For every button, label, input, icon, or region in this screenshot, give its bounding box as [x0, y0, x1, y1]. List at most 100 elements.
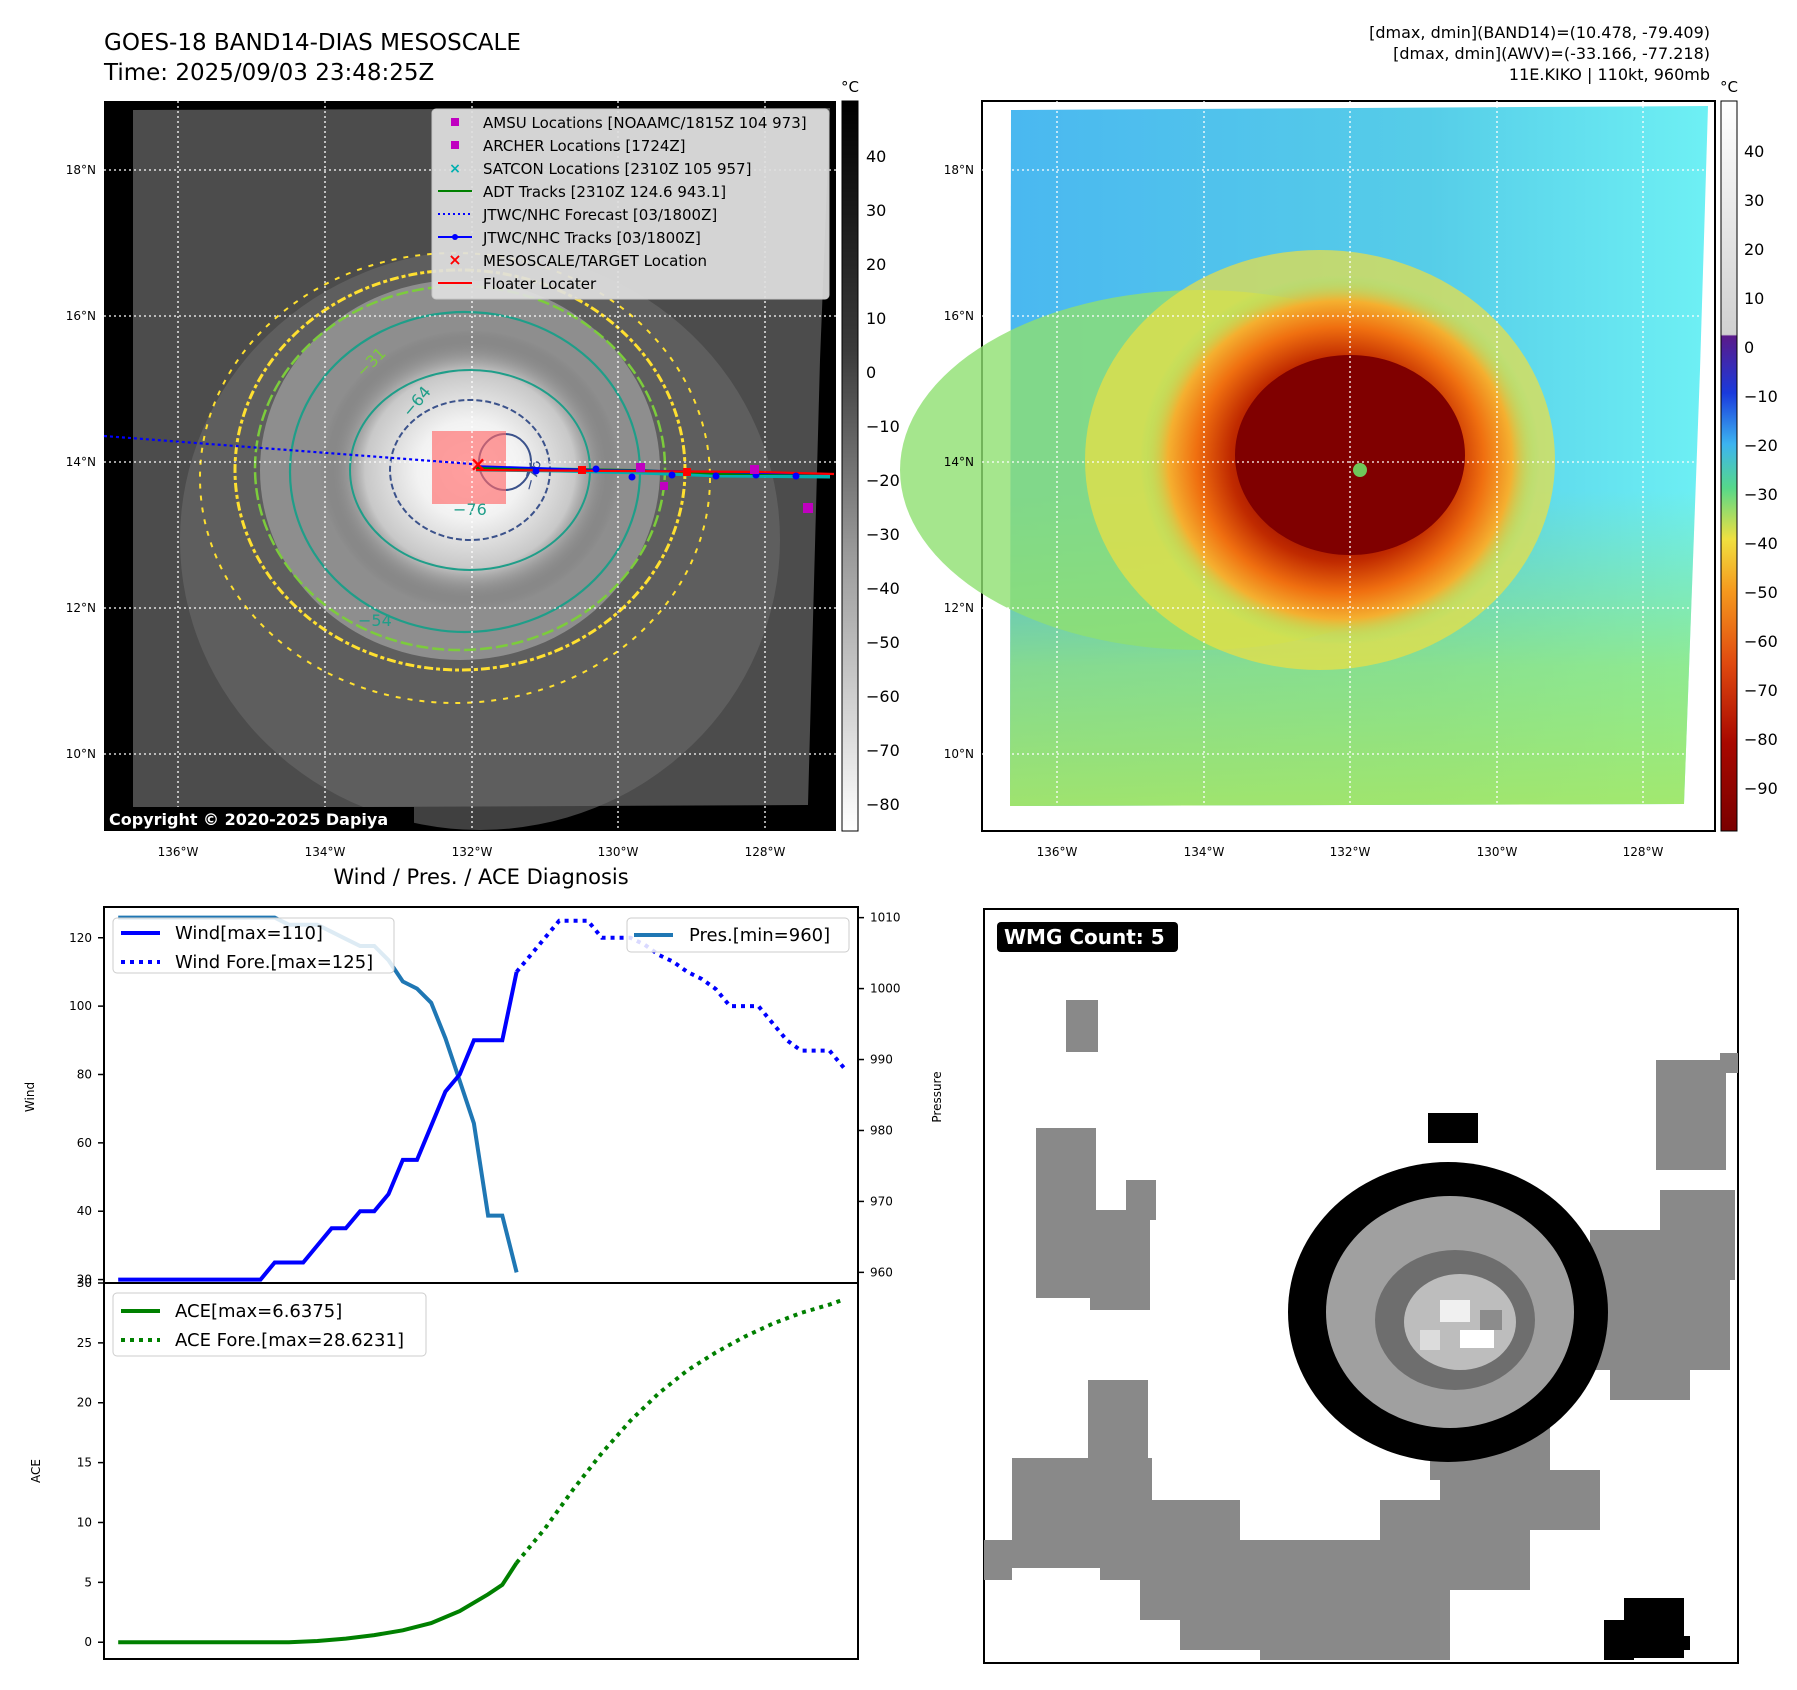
wmg-label-box: [997, 922, 1178, 952]
mesoscale-target-marker: ×: [470, 452, 487, 476]
ir-colorbar: [841, 100, 859, 832]
color-eye: [1353, 463, 1367, 477]
ir-cbar-tick: 0: [866, 363, 876, 382]
svg-text:×: ×: [448, 250, 461, 269]
ir-cbar-tick: 30: [866, 201, 886, 220]
color-cbar-tick: −70: [1744, 681, 1778, 700]
ir-lon-ticks: 136°W 134°W 132°W 130°W 128°W: [158, 845, 786, 859]
color-cbar-tick: −30: [1744, 485, 1778, 504]
ir-lon-tick: 130°W: [598, 845, 639, 859]
ir-cbar-tick: 40: [866, 147, 886, 166]
color-cbar-tick: −60: [1744, 632, 1778, 651]
ir-cbar-tick: −30: [866, 525, 900, 544]
ir-cbar-tick: −70: [866, 741, 900, 760]
color-cdo: [1235, 355, 1465, 555]
ace-fore-legend-label: ACE Fore.[max=28.6231]: [175, 1330, 404, 1351]
wmg-panel: WMG Count: 5: [983, 908, 1739, 1664]
color-map-panel: 136°W 134°W 132°W 130°W 128°W 18°N 16°N …: [900, 78, 1778, 859]
color-lon-tick: 134°W: [1184, 845, 1225, 859]
wind-legend-label: Wind[max=110]: [175, 923, 323, 944]
wind-ytick-label: 100: [69, 999, 92, 1013]
color-cbar-tick: −20: [1744, 436, 1778, 455]
color-cbar-tick: 40: [1744, 142, 1764, 161]
legend-mesoscale: MESOSCALE/TARGET Location: [483, 252, 707, 270]
legend-archer: ARCHER Locations [1724Z]: [483, 137, 686, 155]
legend-floater: Floater Locater: [483, 275, 597, 293]
color-lon-ticks: 136°W 134°W 132°W 130°W 128°W: [1037, 845, 1664, 859]
ir-lon-tick: 132°W: [452, 845, 493, 859]
color-cbar-tick: −90: [1744, 779, 1778, 798]
ir-lon-tick: 128°W: [745, 845, 786, 859]
ace-forecast-line: [515, 1297, 845, 1565]
color-lat-tick: 16°N: [944, 309, 974, 323]
ace-ytick-label: 25: [77, 1336, 92, 1350]
wind-ytick-label: 80: [77, 1067, 92, 1081]
wind-legend: [112, 917, 395, 974]
figure-time: Time: 2025/09/03 23:48:25Z: [103, 60, 434, 86]
ace-marks: [118, 1297, 845, 1645]
color-colorbar-ticks: 40 30 20 10 0 −10 −20 −30 −40 −50 −60 −7…: [1744, 142, 1778, 798]
ir-colorbar-unit: °C: [841, 78, 859, 96]
ir-cbar-tick: 10: [866, 309, 886, 328]
legend-adt: ADT Tracks [2310Z 124.6 943.1]: [483, 183, 726, 201]
ir-cbar-tick: −80: [866, 795, 900, 814]
amsu-points: [636, 463, 813, 513]
color-cbar-tick: 20: [1744, 240, 1764, 259]
wind-ytick-label: 20: [77, 1273, 92, 1287]
pressure-ytick-label: 1010: [870, 911, 901, 925]
wmg-black-blob: [1604, 1598, 1690, 1660]
ir-map-panel: −31 −64 −76 −54 −76: [66, 78, 900, 859]
legend-satcon: SATCON Locations [2310Z 105 957]: [483, 160, 751, 178]
wind-line: [118, 971, 519, 1282]
color-lat-tick: 18°N: [944, 163, 974, 177]
ir-cbar-tick: −10: [866, 417, 900, 436]
ace-ytick-label: 5: [84, 1575, 92, 1589]
color-cbar-tick: −50: [1744, 583, 1778, 602]
pressure-ytick-label: 980: [870, 1123, 893, 1137]
pressure-ytick-label: 1000: [870, 982, 901, 996]
ir-colorbar-ticks: 40 30 20 10 0 −10 −20 −30 −40 −50 −60 −7…: [866, 147, 900, 814]
pressure-ytick-label: 990: [870, 1053, 893, 1067]
diagnosis-title: Wind / Pres. / ACE Diagnosis: [333, 865, 628, 889]
diagnosis-panel: Wind / Pres. / ACE Diagnosis 20 40 60 80 100…: [23, 865, 944, 1660]
color-lon-tick: 132°W: [1330, 845, 1371, 859]
ace-ylabel: ACE: [29, 1459, 43, 1483]
pressure-ytick-label: 960: [870, 1265, 893, 1279]
pressure-yticks: 960 970 980 990 1000 1010: [858, 911, 901, 1279]
wind-fore-legend-label: Wind Fore.[max=125]: [175, 952, 373, 973]
figure-title: GOES-18 BAND14-DIAS MESOSCALE: [104, 30, 521, 56]
storm-info: 11E.KIKO | 110kt, 960mb: [1509, 65, 1710, 84]
ace-ytick-label: 15: [77, 1456, 92, 1470]
awv-range: [dmax, dmin](AWV)=(-33.166, -77.218): [1393, 44, 1710, 63]
ir-lat-tick: 12°N: [66, 601, 96, 615]
color-lon-tick: 130°W: [1477, 845, 1518, 859]
ace-line: [118, 1561, 519, 1645]
legend-jtwc-forecast: JTWC/NHC Forecast [03/1800Z]: [482, 206, 717, 224]
pres-legend: [626, 917, 850, 953]
ace-ytick-label: 30: [77, 1276, 92, 1290]
band14-range: [dmax, dmin](BAND14)=(10.478, -79.409): [1369, 23, 1710, 42]
ir-lat-tick: 10°N: [66, 747, 96, 761]
legend-jtwc-tracks: JTWC/NHC Tracks [03/1800Z]: [482, 229, 701, 247]
ir-legend-handles: × ×: [438, 118, 472, 284]
pressure-ylabel: Pressure: [930, 1071, 944, 1122]
wind-ylabel: Wind: [23, 1082, 37, 1112]
ir-lon-tick: 134°W: [305, 845, 346, 859]
ir-lat-tick: 18°N: [66, 163, 96, 177]
contour-label-54: −54: [358, 611, 392, 630]
copyright-box: [104, 807, 414, 831]
color-colorbar: [1720, 100, 1738, 832]
color-cbar-tick: −10: [1744, 387, 1778, 406]
wind-ytick-label: 40: [77, 1204, 92, 1218]
ir-cbar-tick: −40: [866, 579, 900, 598]
ace-ytick-label: 10: [77, 1515, 92, 1529]
ace-yticks: 0 5 10 15 20 25 30: [77, 1276, 104, 1649]
ir-cbar-tick: −50: [866, 633, 900, 652]
wind-ytick-label: 120: [69, 931, 92, 945]
color-lon-tick: 128°W: [1623, 845, 1664, 859]
contour-label-76: −76: [453, 500, 487, 519]
color-cbar-tick: 0: [1744, 338, 1754, 357]
wind-ytick-label: 60: [77, 1136, 92, 1150]
color-lat-tick: 10°N: [944, 747, 974, 761]
